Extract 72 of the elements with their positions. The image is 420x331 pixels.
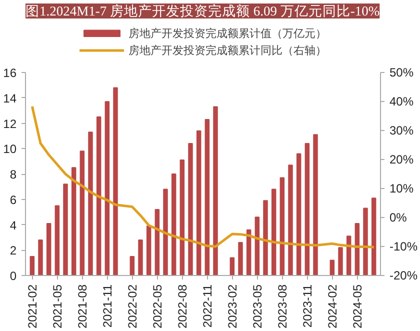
y-tick-label: 2 — [10, 244, 17, 258]
bar — [213, 106, 218, 276]
x-tick-label: 2023-11 — [300, 284, 315, 328]
y-tick-label: 16 — [3, 66, 17, 80]
bar — [271, 188, 276, 276]
bar — [163, 188, 168, 276]
bar — [296, 153, 302, 276]
legend-label: 房地产开发投资完成额累计同比（右轴） — [128, 44, 326, 58]
bar — [38, 239, 43, 276]
bar — [154, 209, 160, 276]
bar — [113, 87, 118, 276]
bar — [146, 226, 152, 276]
y-tick-label: 14 — [3, 91, 17, 106]
y-tick-label: 4 — [10, 218, 17, 232]
y2-tick-label: 30% — [390, 124, 414, 138]
x-tick-label: 2022-02 — [126, 284, 140, 329]
bar — [263, 200, 268, 276]
bar — [371, 198, 376, 276]
bar — [180, 160, 185, 276]
bar — [46, 222, 52, 276]
line-series — [30, 105, 376, 248]
bar — [88, 132, 93, 276]
x-tick-label: 2023-05 — [250, 284, 265, 329]
chart-title: 图1.2024M1-7 房地产开发投资完成额 6.09 万亿元同比-10% — [26, 4, 380, 18]
x-tick-label: 2024-02 — [326, 284, 340, 329]
bar — [288, 164, 293, 276]
y2-tick-label: -10% — [390, 240, 418, 254]
y-tick-label: 6 — [10, 192, 17, 207]
bar — [96, 116, 102, 276]
bar — [30, 256, 35, 276]
bar — [304, 143, 310, 276]
bar — [188, 143, 193, 276]
x-tick-label: 2021-08 — [76, 284, 90, 329]
y-tick-label: 12 — [3, 116, 17, 131]
y2-tick-label: 50% — [390, 66, 414, 80]
legend-label: 房地产开发投资完成额累计值（万亿元） — [128, 26, 326, 40]
x-tick-label: 2021-02 — [26, 284, 40, 329]
y2-tick-label: -20% — [390, 268, 418, 282]
x-tick-label: 2022-08 — [176, 284, 190, 329]
bar — [138, 239, 143, 276]
y-tick-label: 8 — [10, 168, 17, 182]
bar — [130, 256, 135, 276]
y2-tick-label: 0% — [390, 210, 408, 224]
x-tick-label: 2023-02 — [226, 284, 240, 329]
y-tick-label: 0 — [10, 269, 17, 283]
bar — [230, 257, 235, 276]
x-tick-label: 2022-05 — [150, 284, 165, 329]
bar — [330, 260, 335, 276]
bar — [63, 184, 68, 276]
bar — [71, 167, 76, 276]
bar — [238, 242, 243, 276]
y2-tick-label: 10% — [390, 182, 414, 196]
bar — [254, 216, 260, 276]
bar — [204, 118, 210, 276]
bar — [196, 130, 202, 276]
bar — [280, 177, 285, 276]
x-tick-label: 2021-11 — [100, 284, 115, 328]
bar — [171, 174, 176, 276]
bar — [104, 101, 110, 276]
x-tick-label: 2022-11 — [200, 284, 215, 328]
bar — [80, 150, 85, 276]
x-tick-label: 2021-05 — [50, 284, 65, 329]
bar — [54, 205, 60, 276]
y2-tick-label: 20% — [390, 152, 414, 166]
x-tick-label: 2024-05 — [350, 284, 365, 329]
bar — [338, 247, 343, 276]
bar — [313, 134, 318, 276]
y2-tick-label: 40% — [390, 94, 414, 108]
y-tick-label: 10 — [3, 142, 17, 156]
bar — [363, 208, 368, 276]
x-tick-label: 2023-08 — [276, 284, 290, 329]
bar — [354, 222, 360, 276]
